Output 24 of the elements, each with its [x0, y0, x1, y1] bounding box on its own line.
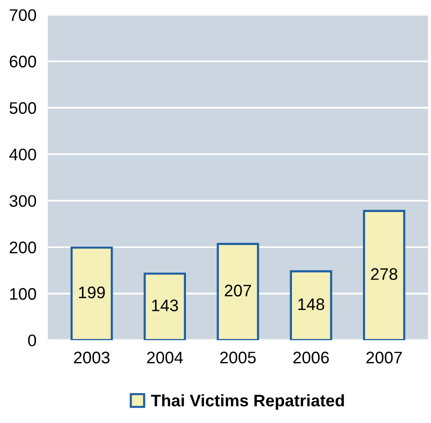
- bar: [362, 210, 406, 340]
- bar: [70, 246, 113, 340]
- data-label: 278: [371, 268, 398, 280]
- data-label: 207: [224, 284, 251, 296]
- x-tick-label: 2006: [293, 352, 329, 364]
- bar: [216, 242, 260, 340]
- data-label: 148: [298, 298, 324, 310]
- data-label: 143: [152, 300, 178, 312]
- x-tick-label: 2003: [74, 352, 110, 364]
- x-tick-label: 2007: [366, 352, 402, 364]
- bar: [144, 272, 186, 340]
- data-label: 199: [79, 286, 105, 298]
- y-tick-label: 600: [10, 56, 36, 68]
- y-tick-label: 200: [10, 242, 36, 254]
- y-tick-label: 300: [10, 195, 36, 207]
- y-tick-label: 700: [10, 9, 36, 22]
- y-tick-label: 0: [28, 334, 36, 346]
- bar: [290, 270, 332, 340]
- y-tick-label: 500: [10, 102, 36, 114]
- y-tick-label: 400: [9, 148, 36, 160]
- y-tick-label: 100: [10, 288, 36, 300]
- x-tick-label: 2005: [220, 352, 256, 364]
- x-tick-label: 2004: [147, 352, 183, 364]
- legend-label: Thai Victims Repatriated: [151, 394, 344, 410]
